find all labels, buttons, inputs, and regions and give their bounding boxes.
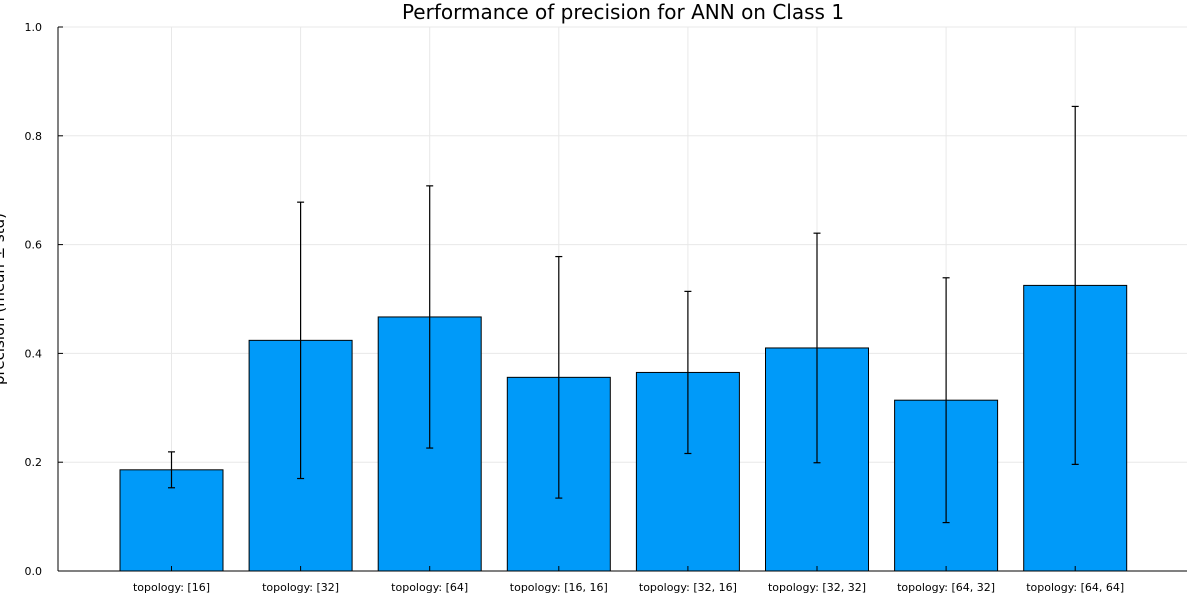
x-ticks: topology: [16] topology: [32] topology: [6… xyxy=(133,566,1124,594)
x-tick-label: topology: [64, 32] xyxy=(897,581,995,594)
x-tick-label: topology: [32, 16] xyxy=(639,581,737,594)
chart-title: Performance of precision for ANN on Clas… xyxy=(402,0,844,24)
error-bar xyxy=(813,232,821,464)
y-tick-label: 0.2 xyxy=(25,456,43,469)
error-bar xyxy=(426,185,434,449)
error-bar xyxy=(297,201,305,480)
y-tick-label: 0.4 xyxy=(25,347,43,360)
error-bar xyxy=(1071,105,1079,465)
grid xyxy=(58,26,1187,571)
y-tick-label: 1.0 xyxy=(25,21,43,34)
bars xyxy=(119,284,1128,572)
y-ticks: 0.0 0.2 0.4 0.6 0.8 1.0 xyxy=(25,21,63,578)
x-tick-label: topology: [64, 64] xyxy=(1026,581,1124,594)
x-tick-label: topology: [16, 16] xyxy=(510,581,608,594)
y-tick-label: 0.6 xyxy=(25,239,43,252)
error-bar xyxy=(168,451,175,489)
error-bars xyxy=(168,105,1079,524)
axes xyxy=(57,27,1187,572)
x-tick-label: topology: [16] xyxy=(133,581,210,594)
error-bar xyxy=(555,255,563,499)
x-tick-label: topology: [64] xyxy=(391,581,468,594)
error-bar xyxy=(684,290,692,455)
y-tick-label: 0.0 xyxy=(25,565,43,578)
y-axis-label: precision (mean ± std) xyxy=(0,213,8,385)
error-bar xyxy=(942,277,950,524)
x-tick-label: topology: [32] xyxy=(262,581,339,594)
x-tick-label: topology: [32, 32] xyxy=(768,581,866,594)
y-tick-label: 0.8 xyxy=(25,130,43,143)
